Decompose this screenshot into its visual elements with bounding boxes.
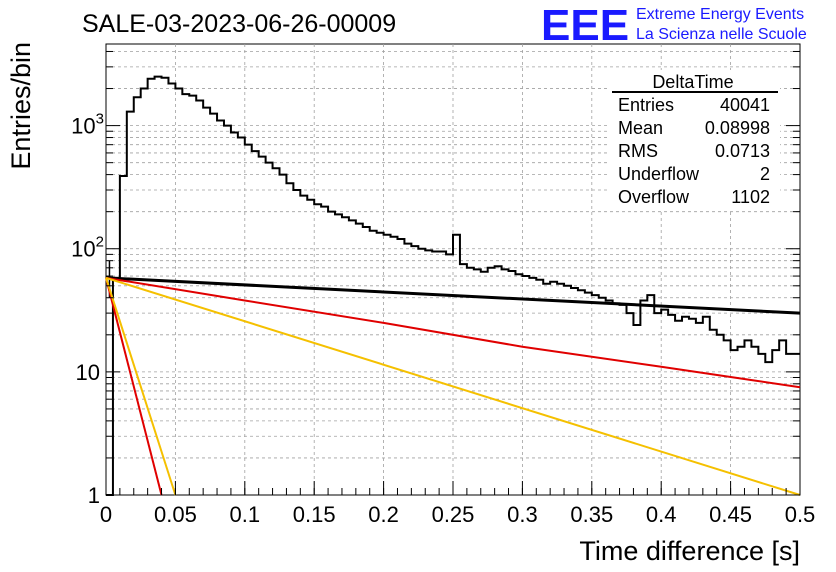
x-tick-label: 0.1 xyxy=(230,502,261,527)
eee-logo: EEE Extreme Energy Events La Scienza nel… xyxy=(541,1,807,50)
x-tick-label: 0 xyxy=(100,502,112,527)
y-axis-label: Entries/bin xyxy=(6,42,36,170)
stats-row-label: RMS xyxy=(618,141,658,161)
fit-curves xyxy=(105,276,801,496)
stats-row-label: Entries xyxy=(618,95,674,115)
eee-logo-mark: EEE xyxy=(541,1,629,50)
histogram-line xyxy=(106,75,800,496)
fit-curve xyxy=(105,276,801,496)
stats-row-value: 0.0713 xyxy=(715,141,770,161)
stats-row-value: 1102 xyxy=(731,187,770,207)
x-tick-label: 0.35 xyxy=(570,502,613,527)
stats-row-value: 40041 xyxy=(720,95,770,115)
x-tick-label: 0.2 xyxy=(368,502,399,527)
stats-row-label: Underflow xyxy=(618,164,700,184)
x-tick-label: 0.25 xyxy=(432,502,475,527)
stats-box-bg xyxy=(610,70,780,210)
stats-box-title: DeltaTime xyxy=(652,72,733,92)
y-tick-label: 103 xyxy=(71,111,104,139)
fit-curve xyxy=(105,276,801,315)
x-tick-label: 0.05 xyxy=(154,502,197,527)
x-axis-label: Time difference [s] xyxy=(579,536,800,566)
x-tick-label: 0.4 xyxy=(646,502,677,527)
fit-curve xyxy=(105,277,177,496)
y-tick-label: 102 xyxy=(71,234,104,262)
eee-logo-line2: La Scienza nelle Scuole xyxy=(636,26,807,43)
axes: 0 0.05 0.1 0.15 0.2 0.25 0.3 0.35 0.4 0.45 0.5 1 10 1… xyxy=(71,50,816,527)
x-tick-label: 0.15 xyxy=(293,502,336,527)
stats-row-label: Overflow xyxy=(618,187,690,207)
y-tick-label: 1 xyxy=(88,483,100,508)
x-tick-label: 0.3 xyxy=(507,502,538,527)
fit-curve xyxy=(105,277,163,496)
x-tick-label: 0.5 xyxy=(785,502,816,527)
stats-row-value: 0.08998 xyxy=(705,118,770,138)
fit-curve xyxy=(105,276,801,389)
y-tick-label: 10 xyxy=(76,360,100,385)
x-tick-label: 0.45 xyxy=(709,502,752,527)
stats-row-label: Mean xyxy=(618,118,663,138)
eee-logo-line1: Extreme Energy Events xyxy=(636,6,804,23)
chart-title: SALE-03-2023-06-26-00009 xyxy=(82,10,396,38)
stats-box: DeltaTime Entries 40041 Mean 0.08998 RMS 0.071… xyxy=(610,70,780,210)
stats-row-value: 2 xyxy=(760,164,770,184)
